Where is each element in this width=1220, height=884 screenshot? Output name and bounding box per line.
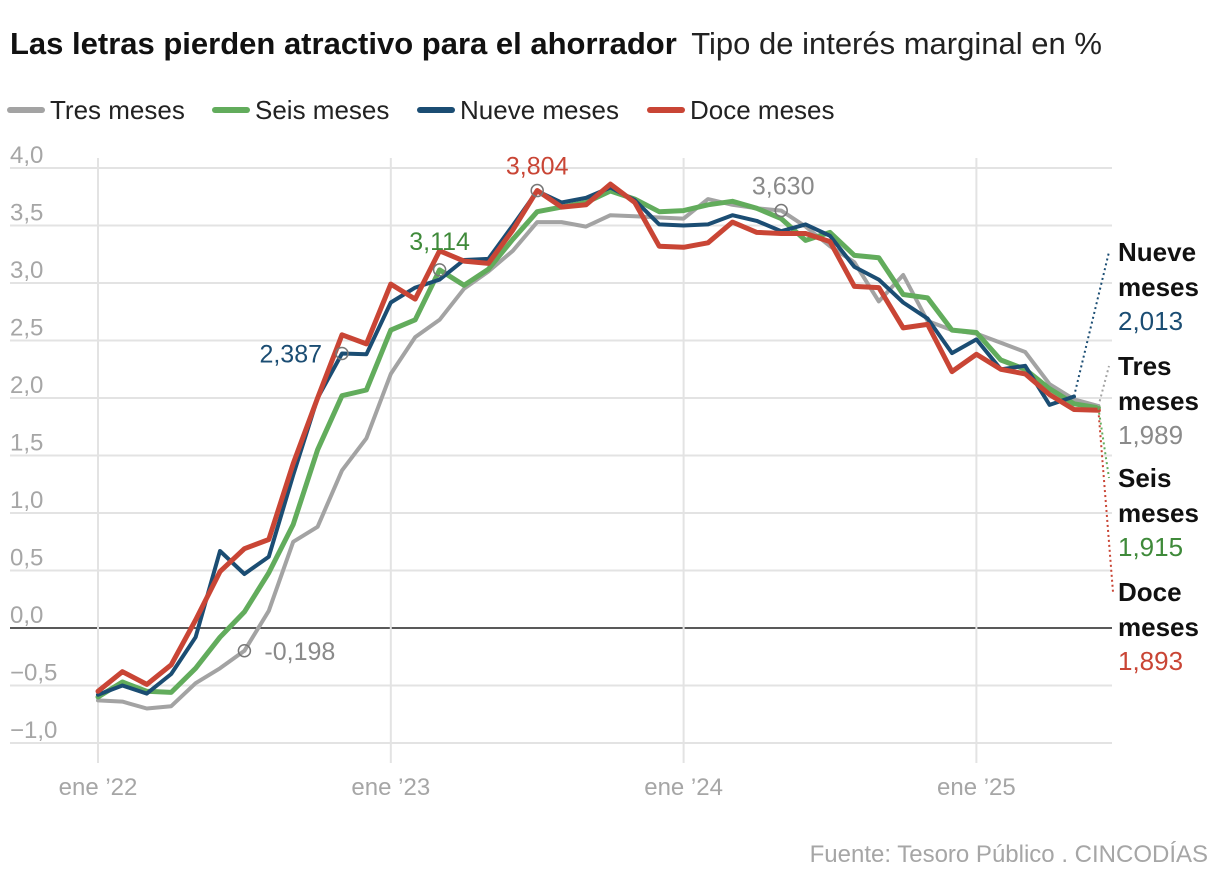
legend-label: Nueve meses — [460, 95, 619, 125]
end-leader-line — [1097, 410, 1114, 593]
y-tick-label: 0,5 — [10, 545, 43, 572]
annotation-marker — [530, 183, 544, 198]
series-line-doce-meses — [95, 181, 1101, 694]
source-note: Fuente: Tesoro Público . CINCODÍAS — [810, 841, 1208, 868]
annotation-marker — [432, 263, 447, 277]
annotation-tres-meses: -0,198 — [237, 638, 335, 666]
x-tick-label: ene ’23 — [351, 774, 430, 801]
annotation-marker — [335, 346, 349, 361]
y-tick-label: 2,0 — [10, 372, 43, 399]
chart-title: Las letras pierden atractivo para el aho… — [10, 26, 677, 61]
end-label-value: 2,013 — [1118, 306, 1183, 336]
y-tick-label: 2,5 — [10, 315, 43, 342]
series-line-seis-meses — [95, 188, 1101, 700]
annotation-marker — [774, 203, 788, 218]
end-label-name: meses — [1118, 612, 1199, 642]
chart-header: Las letras pierden atractivo para el aho… — [10, 26, 1102, 61]
end-label-name: Nueve — [1118, 237, 1196, 267]
annotation-label: 3,114 — [409, 228, 470, 256]
legend-item-nueve-meses: Nueve meses — [417, 95, 619, 125]
end-label-name: meses — [1118, 272, 1199, 302]
y-tick-label: 0,0 — [10, 602, 43, 629]
end-label-name: Tres — [1118, 351, 1172, 381]
end-label-value: 1,915 — [1118, 532, 1183, 562]
annotation-label: 3,804 — [506, 153, 569, 181]
legend-label: Seis meses — [255, 95, 389, 125]
x-tick-label: ene ’25 — [937, 774, 1016, 801]
annotation-tres-meses: 3,630 — [752, 173, 815, 218]
legend-item-seis-meses: Seis meses — [212, 95, 389, 125]
end-label-value: 1,893 — [1118, 646, 1183, 676]
legend: Tres meses Seis meses Nueve meses Doce mese… — [7, 95, 835, 125]
x-axis: ene ’22 ene ’23 ene ’24 ene ’25 — [59, 774, 1016, 801]
x-tick-label: ene ’22 — [59, 774, 138, 801]
end-label-name: meses — [1118, 386, 1199, 416]
end-label-name: meses — [1118, 498, 1199, 528]
legend-item-tres-meses: Tres meses — [7, 95, 185, 125]
end-label-name: Doce — [1118, 577, 1182, 607]
gridlines — [10, 158, 1112, 763]
annotation-label: 3,630 — [752, 173, 815, 201]
end-labels: Tres meses 1,989 Seis meses 1,915 Nueve meses 2,… — [1073, 237, 1199, 676]
series-line-tres-meses — [96, 197, 1101, 711]
y-tick-label: 3,0 — [10, 257, 43, 284]
series-line-nueve-meses — [96, 185, 1076, 697]
end-leader-line — [1097, 407, 1110, 479]
end-label-doce-meses: Doce meses 1,893 — [1097, 410, 1199, 676]
y-tick-label: 3,5 — [10, 200, 43, 227]
end-leader-line — [1073, 251, 1110, 397]
end-label-seis-meses: Seis meses 1,915 — [1097, 407, 1199, 562]
annotation-doce-meses: 3,804 — [506, 153, 569, 198]
y-axis: 4,0 3,5 3,0 2,5 2,0 1,5 1,0 0,5 0,0 −0,5 −1,0 — [10, 142, 57, 744]
end-label-value: 1,989 — [1118, 420, 1183, 450]
y-tick-label: 1,5 — [10, 430, 43, 457]
annotation-marker — [237, 644, 252, 658]
annotation-seis-meses: 3,114 — [409, 228, 470, 277]
annotation-label: -0,198 — [264, 638, 335, 666]
x-tick-label: ene ’24 — [644, 774, 723, 801]
end-label-nueve-meses: Nueve meses 2,013 — [1073, 237, 1199, 397]
end-leader-line — [1097, 365, 1110, 407]
chart-subtitle: Tipo de interés marginal en % — [691, 26, 1102, 61]
annotation-label: 2,387 — [259, 340, 322, 368]
y-tick-label: −1,0 — [10, 717, 57, 744]
end-label-name: Seis — [1118, 463, 1172, 493]
annotation-nueve-meses: 2,387 — [259, 340, 349, 368]
legend-label: Tres meses — [50, 95, 185, 125]
y-tick-label: −0,5 — [10, 660, 57, 687]
annotations: 3,804 3,630 3,114 2,387 -0,198 — [237, 153, 815, 666]
legend-label: Doce meses — [690, 95, 835, 125]
legend-item-doce-meses: Doce meses — [647, 95, 835, 125]
series-lines — [95, 181, 1101, 711]
end-label-tres-meses: Tres meses 1,989 — [1097, 351, 1199, 450]
y-tick-label: 1,0 — [10, 487, 43, 514]
y-tick-label: 4,0 — [10, 142, 43, 169]
svg-text:Las letras pierden atractivo p: Las letras pierden atractivo para el aho… — [10, 26, 1102, 61]
